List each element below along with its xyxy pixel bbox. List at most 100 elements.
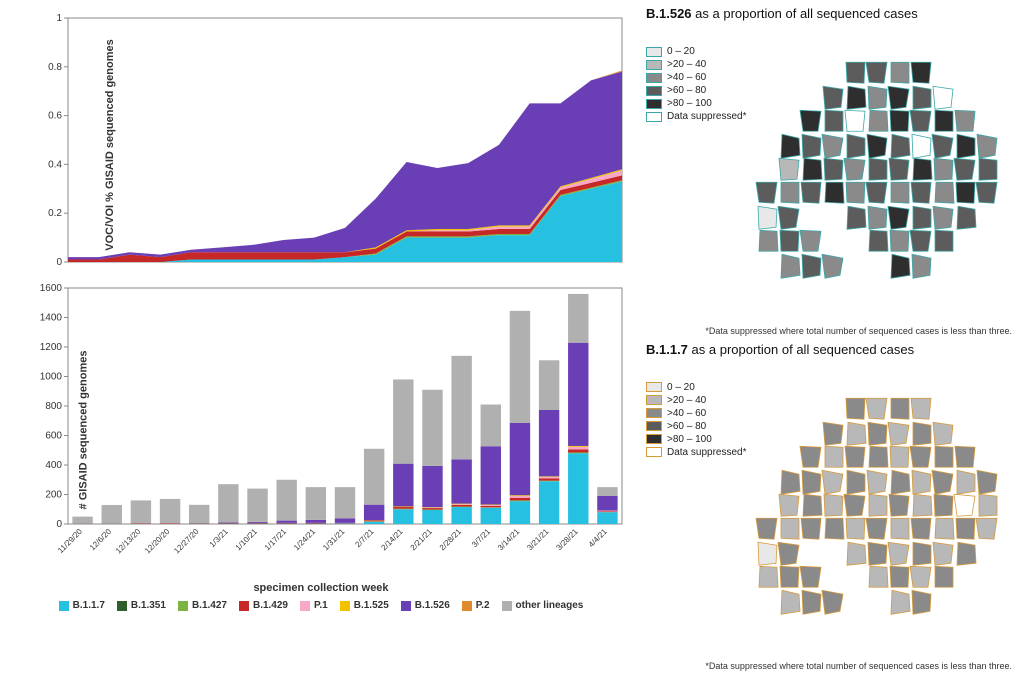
legend-swatch (401, 601, 411, 611)
svg-text:1200: 1200 (40, 342, 63, 353)
svg-text:11/29/20: 11/29/20 (56, 527, 84, 555)
svg-text:3/28/21: 3/28/21 (554, 527, 580, 553)
legend-swatch (462, 601, 472, 611)
map-legend-row: >80 – 100 (646, 434, 747, 445)
legend-item: other lineages (502, 600, 584, 611)
map-legend-row: >20 – 40 (646, 395, 747, 406)
svg-text:12/27/20: 12/27/20 (172, 527, 201, 556)
map-legend-swatch (646, 421, 662, 431)
legend-swatch (340, 601, 350, 611)
svg-text:2/14/21: 2/14/21 (379, 527, 405, 553)
map-legend-swatch (646, 447, 662, 457)
svg-text:600: 600 (45, 431, 62, 442)
map-legend-swatch (646, 382, 662, 392)
map-legend-row: 0 – 20 (646, 46, 747, 57)
svg-text:3/7/21: 3/7/21 (470, 527, 492, 549)
map-legend-swatch (646, 73, 662, 83)
map-legend-row: >40 – 60 (646, 72, 747, 83)
legend-item: B.1.351 (117, 600, 166, 611)
svg-text:1/31/21: 1/31/21 (321, 527, 347, 553)
legend-label: other lineages (516, 600, 584, 611)
legend-item: P.2 (462, 600, 490, 611)
legend-swatch (117, 601, 127, 611)
legend-item: B.1.429 (239, 600, 288, 611)
map-legend-label: 0 – 20 (667, 382, 695, 393)
area-chart: VOC/VOI % GISAID sequenced genomes 00.20… (8, 10, 634, 280)
svg-text:0: 0 (56, 257, 62, 268)
svg-text:3/21/21: 3/21/21 (525, 527, 551, 553)
map-legend-label: >60 – 80 (667, 421, 706, 432)
area-chart-ylabel: VOC/VOI % GISAID sequenced genomes (104, 39, 116, 251)
svg-text:0: 0 (56, 519, 62, 530)
legend-label: B.1.427 (192, 600, 227, 611)
svg-text:1/24/21: 1/24/21 (292, 527, 318, 553)
svg-text:800: 800 (45, 401, 62, 412)
svg-text:1/3/21: 1/3/21 (208, 527, 230, 549)
map-legend-row: 0 – 20 (646, 382, 747, 393)
map-legend-row: >80 – 100 (646, 98, 747, 109)
map2-footnote: *Data suppressed where total number of s… (646, 661, 1016, 671)
legend-label: P.1 (314, 600, 328, 611)
map-legend-swatch (646, 47, 662, 57)
svg-text:2/21/21: 2/21/21 (409, 527, 435, 553)
map-legend-label: >80 – 100 (667, 434, 712, 445)
map1-title-rest: as a proportion of all sequenced cases (692, 6, 918, 21)
map-legend-swatch (646, 86, 662, 96)
svg-text:0.8: 0.8 (48, 62, 62, 73)
svg-text:1/17/21: 1/17/21 (263, 527, 289, 553)
legend-item: B.1.1.7 (59, 600, 105, 611)
legend-item: B.1.526 (401, 600, 450, 611)
svg-text:0.4: 0.4 (48, 159, 62, 170)
map-legend-label: Data suppressed* (667, 447, 747, 458)
svg-text:2/28/21: 2/28/21 (438, 527, 464, 553)
map-legend-swatch (646, 408, 662, 418)
lineage-legend: B.1.1.7 B.1.351 B.1.427 B.1.429 P.1 B.1.525 B.… (8, 594, 634, 611)
map1-title: B.1.526 as a proportion of all sequenced… (646, 6, 1016, 21)
map-b1526: B.1.526 as a proportion of all sequenced… (646, 6, 1016, 336)
legend-item: B.1.427 (178, 600, 227, 611)
map-legend-row: Data suppressed* (646, 111, 747, 122)
legend-label: B.1.526 (415, 600, 450, 611)
map-legend-row: Data suppressed* (646, 447, 747, 458)
legend-label: P.2 (476, 600, 490, 611)
map-legend-swatch (646, 99, 662, 109)
map1-legend: 0 – 20 >20 – 40 >40 – 60 >60 – 80 >80 – 100 D… (646, 46, 747, 124)
map-legend-label: 0 – 20 (667, 46, 695, 57)
map2-title: B.1.1.7 as a proportion of all sequenced… (646, 342, 1016, 357)
bar-chart: # GISAID sequenced genomes 0200400600800… (8, 280, 634, 580)
legend-swatch (239, 601, 249, 611)
svg-text:1600: 1600 (40, 283, 63, 294)
svg-text:1/10/21: 1/10/21 (234, 527, 260, 553)
map-legend-swatch (646, 434, 662, 444)
legend-item: B.1.525 (340, 600, 389, 611)
map-legend-label: >40 – 60 (667, 72, 706, 83)
svg-text:12/6/20: 12/6/20 (88, 527, 114, 553)
svg-text:4/4/21: 4/4/21 (587, 527, 609, 549)
map-legend-label: Data suppressed* (667, 111, 747, 122)
map-legend-row: >20 – 40 (646, 59, 747, 70)
svg-text:1: 1 (56, 13, 62, 24)
map-legend-label: >60 – 80 (667, 85, 706, 96)
legend-swatch (59, 601, 69, 611)
map-b117: B.1.1.7 as a proportion of all sequenced… (646, 342, 1016, 672)
svg-text:1400: 1400 (40, 313, 63, 324)
map-legend-label: >80 – 100 (667, 98, 712, 109)
legend-swatch (178, 601, 188, 611)
bar-chart-svg: 0200400600800100012001400160011/29/2012/… (8, 280, 634, 580)
svg-text:400: 400 (45, 460, 62, 471)
bar-chart-xlabel: specimen collection week (8, 582, 634, 594)
legend-swatch (502, 601, 512, 611)
svg-text:0.6: 0.6 (48, 111, 62, 122)
svg-text:12/13/20: 12/13/20 (114, 527, 143, 556)
map1-footnote: *Data suppressed where total number of s… (646, 326, 1016, 336)
map-legend-swatch (646, 395, 662, 405)
legend-item: P.1 (300, 600, 328, 611)
map-legend-swatch (646, 112, 662, 122)
map-legend-row: >60 – 80 (646, 85, 747, 96)
bar-chart-ylabel: # GISAID sequenced genomes (77, 351, 89, 510)
svg-text:12/20/20: 12/20/20 (143, 527, 172, 556)
legend-label: B.1.351 (131, 600, 166, 611)
svg-text:1000: 1000 (40, 372, 63, 383)
legend-label: B.1.1.7 (73, 600, 105, 611)
map1-title-bold: B.1.526 (646, 6, 692, 21)
